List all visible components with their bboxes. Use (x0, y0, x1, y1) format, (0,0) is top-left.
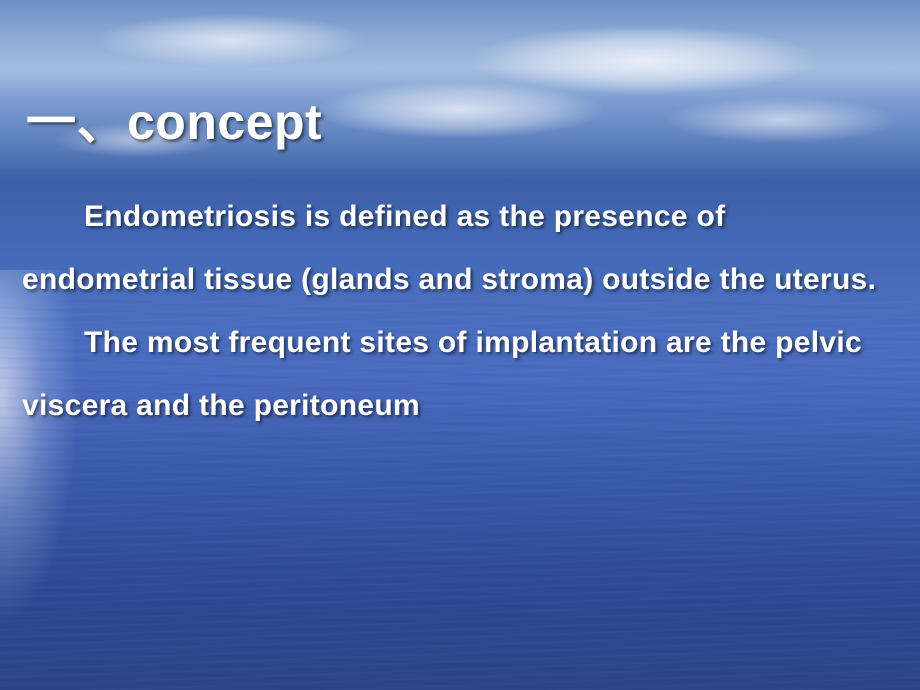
slide-title: 一、concept (26, 82, 322, 154)
slide-body: Endometriosis is defined as the presence… (22, 185, 898, 437)
paragraph2-text: The most frequent sites of implantation … (22, 326, 862, 422)
paragraph1-text: Endometriosis is defined as the presence… (22, 200, 876, 296)
slide-content: 一、concept Endometriosis is defined as th… (0, 0, 920, 690)
